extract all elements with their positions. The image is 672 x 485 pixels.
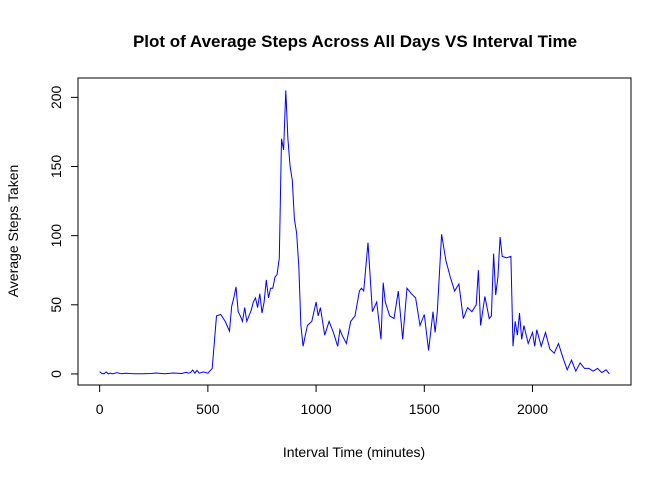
y-tick-label: 0 — [48, 370, 64, 378]
y-axis: 0 50 100 150 200 — [48, 85, 79, 378]
x-tick-label: 0 — [96, 401, 104, 417]
y-axis-label: Average Steps Taken — [5, 165, 21, 298]
x-tick-label: 2000 — [517, 401, 548, 417]
plot-frame — [77, 77, 632, 386]
series-line — [99, 90, 610, 375]
x-axis-label: Interval Time (minutes) — [283, 444, 425, 460]
y-tick-label: 50 — [48, 297, 64, 313]
y-tick-label: 100 — [48, 224, 64, 248]
chart-title: Plot of Average Steps Across All Days VS… — [133, 32, 577, 51]
y-tick-label: 150 — [48, 155, 64, 179]
x-tick-label: 500 — [196, 401, 220, 417]
y-tick-label: 200 — [48, 85, 64, 109]
x-tick-label: 1000 — [301, 401, 332, 417]
x-axis: 0 500 1000 1500 2000 — [96, 384, 548, 417]
x-tick-label: 1500 — [409, 401, 440, 417]
